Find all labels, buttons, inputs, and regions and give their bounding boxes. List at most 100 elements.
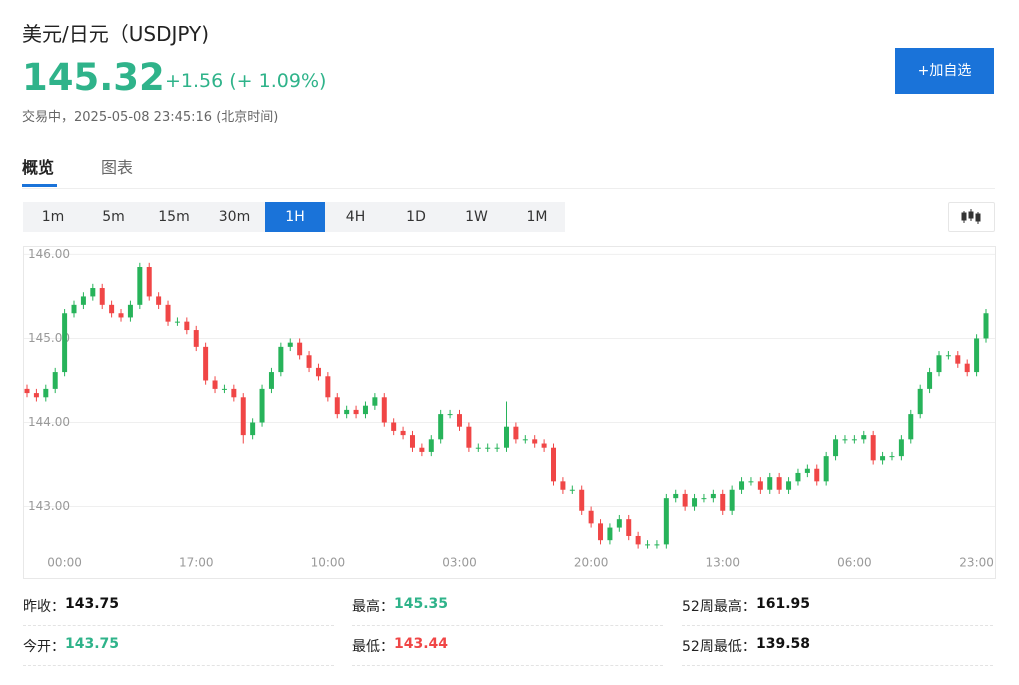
candle-body xyxy=(231,388,237,398)
interval-button[interactable]: 1M xyxy=(526,209,548,225)
interval-button[interactable]: 30m xyxy=(218,209,251,225)
candle-body xyxy=(880,456,886,461)
candle-body xyxy=(635,535,641,545)
candle-body xyxy=(908,414,914,440)
candle-body xyxy=(268,372,274,389)
candle-body xyxy=(804,468,810,473)
candle-body xyxy=(823,456,829,482)
candle-body xyxy=(297,342,303,356)
candle-body xyxy=(250,422,256,436)
candle-body xyxy=(767,477,773,490)
candle-body xyxy=(485,447,491,449)
y-tick-label: 143.00 xyxy=(28,499,70,513)
candle-body xyxy=(419,447,425,452)
candle-body xyxy=(964,363,970,373)
candle-body xyxy=(456,414,462,427)
candle-body xyxy=(156,296,162,305)
x-tick-label: 13:00 xyxy=(705,556,740,570)
candle-body xyxy=(560,481,566,490)
candle-body xyxy=(607,527,613,541)
candle-body xyxy=(663,498,669,545)
candle-body xyxy=(626,519,632,536)
candle-body xyxy=(588,510,594,524)
candle-body xyxy=(372,397,378,406)
candle-body xyxy=(334,397,340,415)
chart-type-button[interactable] xyxy=(948,202,995,232)
candle-body xyxy=(99,288,105,305)
candle-body xyxy=(955,355,961,364)
candle-icon xyxy=(961,209,981,224)
candle-body xyxy=(551,447,557,482)
candle-body xyxy=(193,330,199,347)
candle-body xyxy=(306,355,312,368)
candle-body xyxy=(33,393,39,398)
candle-body xyxy=(776,477,782,490)
candle-body xyxy=(203,346,209,381)
candle-body xyxy=(936,355,942,373)
candle-body xyxy=(278,346,284,373)
stat-value: 139.58 xyxy=(756,636,811,652)
candle-body xyxy=(870,435,876,461)
x-tick-label: 10:00 xyxy=(311,556,346,570)
interval-button[interactable]: 5m xyxy=(102,209,125,225)
candle-body xyxy=(240,397,246,436)
candle-body xyxy=(52,372,58,389)
candle-body xyxy=(748,481,754,483)
candle-body xyxy=(400,430,406,436)
candle-body xyxy=(184,321,190,331)
x-tick-label: 06:00 xyxy=(837,556,872,570)
candle-body xyxy=(146,267,152,297)
tab[interactable]: 概览 xyxy=(22,158,55,177)
candle-body xyxy=(682,493,688,507)
tab-indicator xyxy=(22,184,57,187)
candle-body xyxy=(287,342,293,347)
add-watchlist-button[interactable]: +加自选 xyxy=(895,48,994,94)
candle-body xyxy=(447,414,453,416)
candle-body xyxy=(71,304,77,314)
row-divider xyxy=(23,625,334,626)
candle-body xyxy=(362,405,368,415)
interval-button[interactable]: 1W xyxy=(465,209,488,225)
candle-body xyxy=(616,519,622,528)
row-divider xyxy=(23,665,334,666)
chart: 143.00 144.00 145.00 146.00 00:00 17:00 10:00 0… xyxy=(23,246,996,579)
candle-body xyxy=(692,498,698,507)
title: 美元/日元（USDJPY) xyxy=(22,22,210,46)
stat-label: 最低： xyxy=(352,639,394,655)
candle-body xyxy=(137,267,143,305)
candle-body xyxy=(109,304,115,314)
candle-body xyxy=(720,493,726,511)
candle-body xyxy=(579,489,585,511)
candle-body xyxy=(344,409,350,415)
candle-body xyxy=(43,388,49,398)
stat-label: 52周最高： xyxy=(682,599,756,615)
interval-button[interactable]: 1m xyxy=(41,209,65,225)
candle-body xyxy=(165,304,171,322)
stat-value: 143.75 xyxy=(65,636,120,652)
candle-body xyxy=(494,447,500,449)
interval-button[interactable]: 1H xyxy=(265,202,325,232)
candle-body xyxy=(889,456,895,458)
divider xyxy=(22,188,995,189)
interval-button[interactable]: 1D xyxy=(406,209,426,225)
interval-button[interactable]: 15m xyxy=(158,209,190,225)
tab[interactable]: 图表 xyxy=(101,158,134,177)
interval-button[interactable]: 4H xyxy=(345,209,366,225)
candle-body xyxy=(409,435,415,448)
stat-label: 52周最低： xyxy=(682,639,756,655)
candle-body xyxy=(381,397,387,423)
candle-body xyxy=(927,372,933,389)
chart-frame xyxy=(23,246,996,579)
price: 145.32 xyxy=(22,56,165,99)
candle-body xyxy=(729,489,735,511)
candle-body xyxy=(814,468,820,482)
row-divider xyxy=(352,665,663,666)
stat-label: 今开： xyxy=(23,639,65,655)
x-tick-label: 17:00 xyxy=(179,556,214,570)
candle-body xyxy=(786,481,792,490)
candle-body xyxy=(842,439,848,441)
candle-body xyxy=(353,409,359,415)
status: 交易中，2025-05-08 23:45:16 (北京时间) xyxy=(22,110,279,125)
candle-body xyxy=(522,439,528,441)
